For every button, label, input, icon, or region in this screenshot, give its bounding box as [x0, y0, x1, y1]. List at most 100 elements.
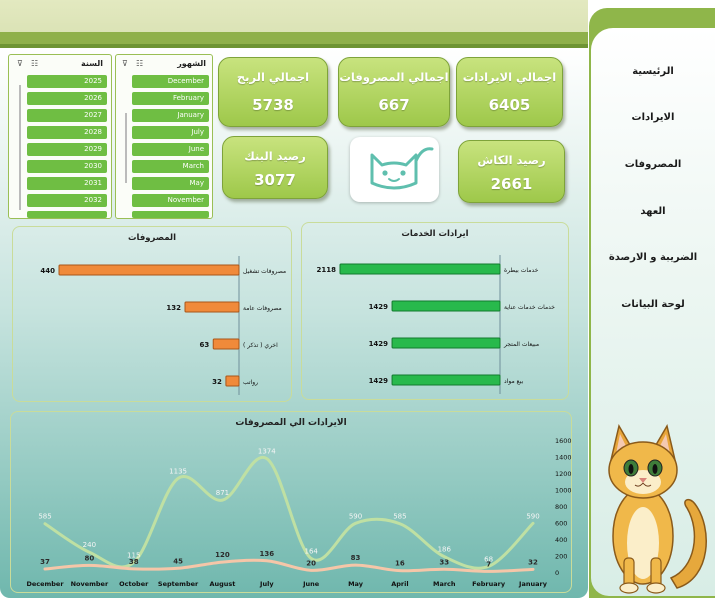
- year-option[interactable]: 2027: [27, 109, 107, 122]
- x-tick-label: September: [158, 580, 199, 588]
- x-tick-label: December: [26, 580, 64, 588]
- data-label: 164: [304, 547, 318, 555]
- y-tick-label: 400: [555, 536, 567, 544]
- kpi-label: اجمالي المصروفات: [339, 70, 449, 84]
- data-label: 7: [486, 560, 491, 568]
- category-label: مبيعات المتجر: [503, 341, 539, 348]
- x-tick-label: March: [433, 580, 456, 588]
- month-option-partial[interactable]: [132, 211, 209, 218]
- month-option[interactable]: February: [132, 92, 209, 105]
- bar: [391, 374, 501, 386]
- month-option[interactable]: January: [132, 109, 209, 122]
- y-tick-label: 1200: [555, 470, 572, 478]
- x-tick-label: April: [391, 580, 408, 588]
- year-option[interactable]: 2028: [27, 126, 107, 139]
- data-label: 68: [484, 555, 493, 563]
- sidebar-item-home[interactable]: الرئيسية: [632, 66, 674, 77]
- chart-title: المصروفات: [127, 233, 177, 243]
- kpi-label: رصيد البنك: [244, 149, 306, 163]
- bar-value-label: 32: [212, 378, 222, 386]
- y-tick-label: 800: [555, 503, 567, 511]
- year-option[interactable]: 2031: [27, 177, 107, 190]
- revenue-vs-expenses-chart: 0 200 400 600 800 1000 1200 1400 1600 December Nov…: [26, 437, 572, 588]
- sidebar: الرئيسية الايرادات المصروفات العهد الضري…: [591, 28, 715, 596]
- month-option[interactable]: November: [132, 194, 209, 207]
- kpi-cash-balance: رصيد الكاش 2661: [458, 140, 565, 203]
- data-label: 590: [349, 512, 362, 520]
- x-tick-label: June: [302, 580, 320, 588]
- month-slicer-title: الشهور: [177, 59, 206, 68]
- kpi-value: 667: [378, 96, 410, 114]
- data-label: 1135: [169, 467, 187, 475]
- data-label: 1374: [258, 448, 276, 456]
- x-tick-label: February: [472, 580, 506, 588]
- chart-title: ايرادات الخدمات: [401, 229, 469, 239]
- kpi-label: اجمالي الربح: [236, 70, 310, 84]
- kpi-value: 3077: [254, 171, 296, 189]
- bar: [184, 301, 240, 313]
- year-option[interactable]: 2026: [27, 92, 107, 105]
- category-label: خدمات بيطرة: [504, 267, 539, 274]
- multi-select-icon[interactable]: ☷: [31, 59, 39, 68]
- chart-title: الايرادات الي المصروفات: [235, 418, 347, 428]
- sidebar-item-revenue[interactable]: الايرادات: [631, 112, 675, 123]
- month-option[interactable]: June: [132, 143, 209, 156]
- data-label: 590: [526, 512, 539, 520]
- sidebar-item-custody[interactable]: العهد: [640, 206, 666, 217]
- y-tick-label: 0: [555, 569, 559, 577]
- bar: [225, 375, 240, 387]
- category-label: مصروفات عامة: [243, 305, 282, 312]
- data-label: 37: [40, 558, 50, 566]
- bar: [212, 338, 240, 350]
- kpi-total-expenses: اجمالي المصروفات 667: [338, 57, 450, 127]
- month-option[interactable]: July: [132, 126, 209, 139]
- month-option[interactable]: December: [132, 75, 209, 88]
- top-band: [0, 0, 588, 32]
- bar-value-label: 132: [166, 304, 181, 312]
- year-slicer-scrollbar[interactable]: [19, 85, 21, 210]
- bar: [391, 300, 501, 312]
- kpi-label: اجمالي الايرادات: [462, 70, 557, 84]
- month-option[interactable]: May: [132, 177, 209, 190]
- multi-select-icon[interactable]: ☷: [136, 59, 144, 68]
- year-option[interactable]: 2032: [27, 194, 107, 207]
- y-tick-label: 200: [555, 553, 567, 561]
- year-option[interactable]: 2029: [27, 143, 107, 156]
- year-option[interactable]: 2025: [27, 75, 107, 88]
- revenue-vs-expenses-panel: الايرادات الي المصروفات 0 200 400 600 800 100…: [10, 411, 572, 593]
- year-option-partial[interactable]: [27, 211, 107, 218]
- bar-value-label: 440: [40, 267, 55, 275]
- x-tick-label: October: [119, 580, 149, 588]
- y-tick-label: 1000: [555, 487, 572, 495]
- data-label: 871: [216, 489, 229, 497]
- data-label: 186: [438, 546, 452, 554]
- clear-filter-icon[interactable]: ⊽: [122, 59, 128, 68]
- category-label: خدمات خدمات عناية: [504, 304, 555, 311]
- data-label: 240: [83, 541, 96, 549]
- series-line: [43, 558, 535, 573]
- year-slicer: السنة ☷ ⊽ 2025 2026 2027 2028 2029 2030 …: [8, 54, 112, 219]
- bar-value-label: 1429: [369, 340, 389, 348]
- sidebar-item-tax-balances[interactable]: الضريبة و الارصدة: [608, 252, 698, 263]
- data-label: 136: [260, 550, 275, 558]
- kpi-total-revenue: اجمالي الايرادات 6405: [456, 57, 563, 127]
- data-label: 585: [38, 513, 51, 521]
- data-label: 32: [528, 558, 538, 566]
- sidebar-item-dashboard[interactable]: لوحة البيانات: [621, 299, 685, 310]
- data-label: 83: [351, 554, 361, 562]
- category-label: بيع مواد: [504, 378, 524, 385]
- bar-value-label: 1429: [369, 377, 389, 385]
- year-option[interactable]: 2030: [27, 160, 107, 173]
- bar-value-label: 1429: [369, 303, 389, 311]
- series-line: [43, 455, 535, 570]
- cat-illustration: [608, 423, 707, 594]
- x-tick-label: May: [348, 580, 364, 588]
- bar: [391, 337, 501, 349]
- month-option[interactable]: March: [132, 160, 209, 173]
- data-label: 33: [439, 558, 449, 566]
- kpi-bank-balance: رصيد البنك 3077: [222, 136, 328, 199]
- month-slicer-scrollbar[interactable]: [125, 113, 127, 183]
- clear-filter-icon[interactable]: ⊽: [17, 59, 23, 68]
- sidebar-item-expenses[interactable]: المصروفات: [624, 159, 682, 170]
- category-label: مصروفات تشغيل: [243, 268, 286, 275]
